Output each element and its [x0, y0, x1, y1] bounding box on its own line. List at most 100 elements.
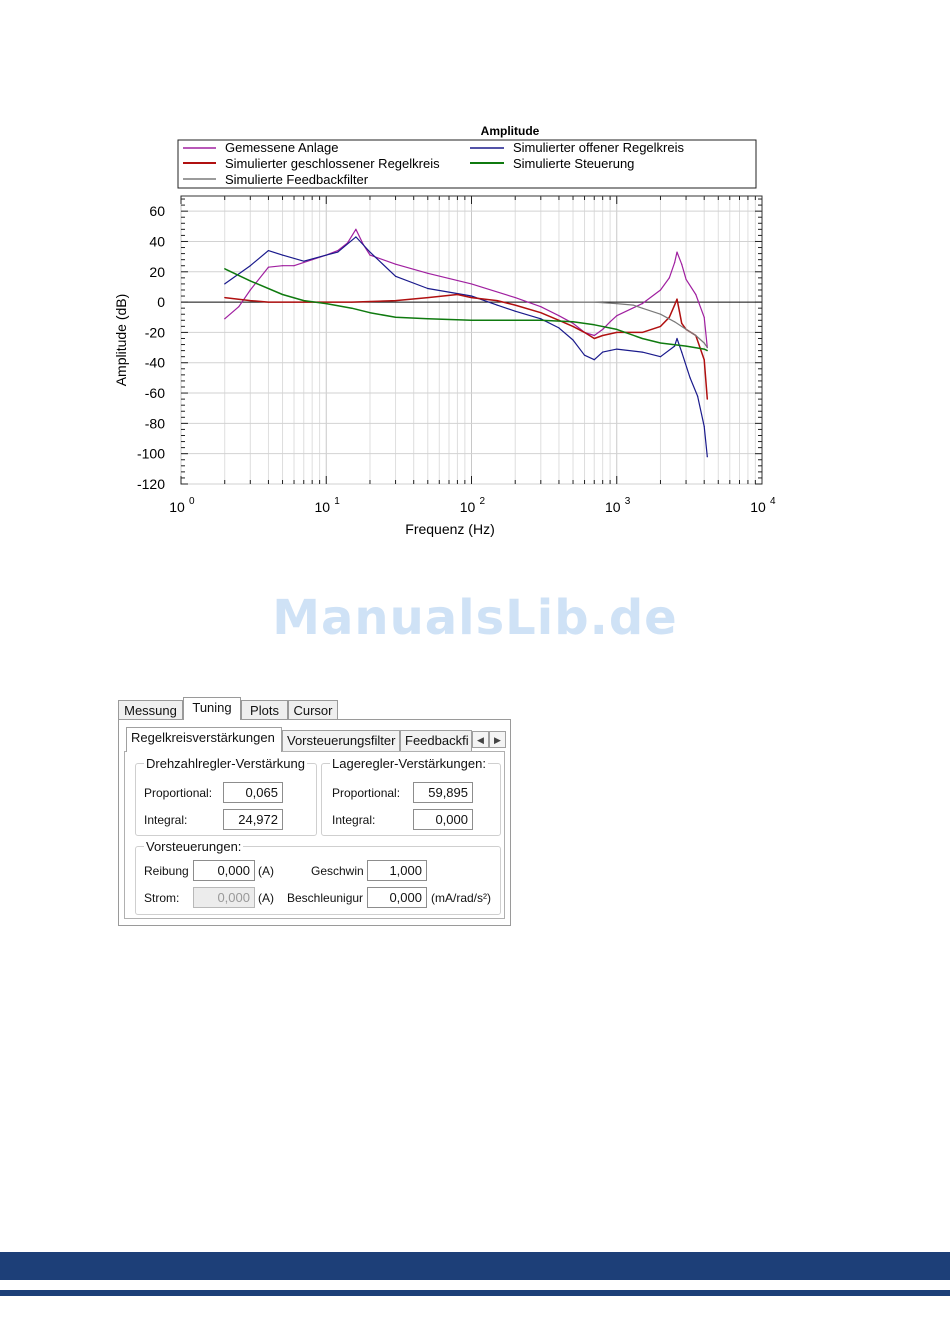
series-2-point [224, 296, 226, 299]
series-3-point [593, 324, 595, 326]
beschleunigung-unit: (mA/rad/s²) [431, 891, 491, 905]
series-4-point [706, 346, 708, 349]
series-3-point [572, 321, 574, 323]
tab-scroll-left-icon[interactable]: ◀ [472, 731, 489, 748]
drehzahl-integral-label: Integral: [144, 813, 188, 827]
tab-scroll-right-icon[interactable]: ▶ [489, 731, 506, 748]
series-4-point [659, 313, 662, 315]
series-1-point [676, 337, 678, 340]
series-1-point [673, 345, 676, 347]
series-2-point [351, 301, 353, 303]
vorsteuerungen-title: Vorsteuerungen: [146, 839, 242, 854]
series-1-point [267, 249, 270, 252]
series-1-point [249, 265, 251, 267]
tab-tuning[interactable]: Tuning [183, 697, 241, 720]
series-0-point [540, 306, 542, 308]
series-line-4 [540, 301, 708, 348]
series-1-point [337, 251, 339, 253]
drehzahl-group: Drehzahlregler-Verstärkung [135, 756, 317, 836]
reibung-field[interactable] [193, 860, 255, 881]
series-1-point [427, 287, 429, 290]
series-2-point [593, 337, 595, 340]
legend-box [177, 139, 757, 189]
y-tick-label: 40 [149, 233, 165, 249]
drehzahl-proportional-field[interactable] [223, 782, 283, 803]
series-1-point [470, 295, 473, 297]
footer-bar [0, 1252, 950, 1280]
series-0-point [602, 328, 604, 330]
series-4-point [540, 301, 542, 303]
series-2-point [668, 316, 670, 318]
series-0-point [293, 265, 295, 267]
lage-title: Lageregler-Verstärkungen: [332, 756, 486, 771]
tab-plots[interactable]: Plots [241, 700, 288, 719]
series-3-point [659, 342, 662, 344]
series-1-point [593, 359, 595, 361]
drehzahl-integral-field[interactable] [223, 809, 283, 830]
beschleunigung-field[interactable] [367, 887, 427, 908]
series-0-point [355, 228, 357, 230]
series-4-point [695, 334, 697, 337]
series-1-point [703, 425, 705, 427]
series-2-point [456, 293, 459, 296]
series-1-point [369, 251, 371, 253]
beschleunigung-label: Beschleunigur [287, 891, 364, 905]
tab-cursor[interactable]: Cursor [288, 700, 338, 719]
legend-label-gemessene: Gemessene Anlage [225, 140, 338, 155]
geschwindigkeit-field[interactable] [367, 860, 427, 881]
series-2-point [540, 312, 542, 314]
geschwindigkeit-label: Geschwin [311, 864, 364, 878]
series-4-point [641, 307, 643, 309]
series-0-point [685, 278, 687, 280]
series-2-point [602, 334, 604, 337]
drehzahl-title: Drehzahlregler-Verstärkung [146, 756, 305, 771]
series-1-point [689, 377, 691, 379]
x-tick-label-exponent: 1 [334, 496, 340, 507]
series-0-point [337, 249, 339, 252]
series-2-point [514, 304, 516, 306]
series-1-point [681, 351, 683, 353]
legend-label-geschlossen: Simulierter geschlossener Regelkreis [225, 156, 440, 171]
series-2-point [470, 296, 473, 299]
lage-integral-field[interactable] [413, 809, 473, 830]
series-4-point [685, 328, 687, 330]
tuning-panel: Regelkreisverstärkungen Vorsteuerungsfil… [118, 719, 511, 926]
x-tick-label-exponent: 3 [625, 496, 631, 507]
series-0-point [427, 272, 429, 274]
series-3-point [514, 319, 516, 321]
x-tick-label: 10 [314, 499, 330, 515]
subtab-regelkreisverstaerkungen[interactable]: Regelkreisverstärkungen [126, 727, 282, 752]
series-2-point [659, 325, 662, 327]
series-0-point [616, 315, 618, 317]
series-2-point [325, 301, 327, 303]
y-tick-label: 60 [149, 203, 165, 219]
chart-series [224, 228, 709, 458]
subtab-vorsteuerungsfilter[interactable]: Vorsteuerungsfilter [282, 730, 400, 751]
series-4-point [572, 301, 574, 303]
y-axis-label: Amplitude (dB) [113, 294, 129, 387]
series-1-point [540, 318, 542, 320]
series-4-point [673, 321, 676, 323]
x-tick-label-exponent: 0 [189, 496, 195, 507]
series-0-point [394, 263, 397, 265]
strom-label: Strom: [144, 891, 180, 905]
series-0-point [514, 296, 516, 299]
series-0-point [641, 303, 643, 305]
series-1-point [616, 348, 618, 350]
series-3-point [224, 268, 226, 270]
series-3-point [470, 319, 473, 321]
series-3-point [303, 299, 305, 302]
watermark: ManualsLib.de [272, 590, 678, 646]
subtab-feedbackfilter[interactable]: Feedbackfi [400, 730, 472, 751]
series-3-point [394, 316, 397, 318]
series-2-point [427, 296, 429, 299]
series-3-point [540, 319, 542, 321]
tab-messung[interactable]: Messung [118, 700, 183, 719]
x-tick-label: 10 [169, 499, 185, 515]
series-2-point [293, 301, 295, 303]
x-tick-label-exponent: 2 [480, 496, 486, 507]
series-1-point [706, 456, 708, 458]
series-3-point [706, 350, 708, 352]
series-2-point [641, 331, 643, 334]
lage-proportional-field[interactable] [413, 782, 473, 803]
